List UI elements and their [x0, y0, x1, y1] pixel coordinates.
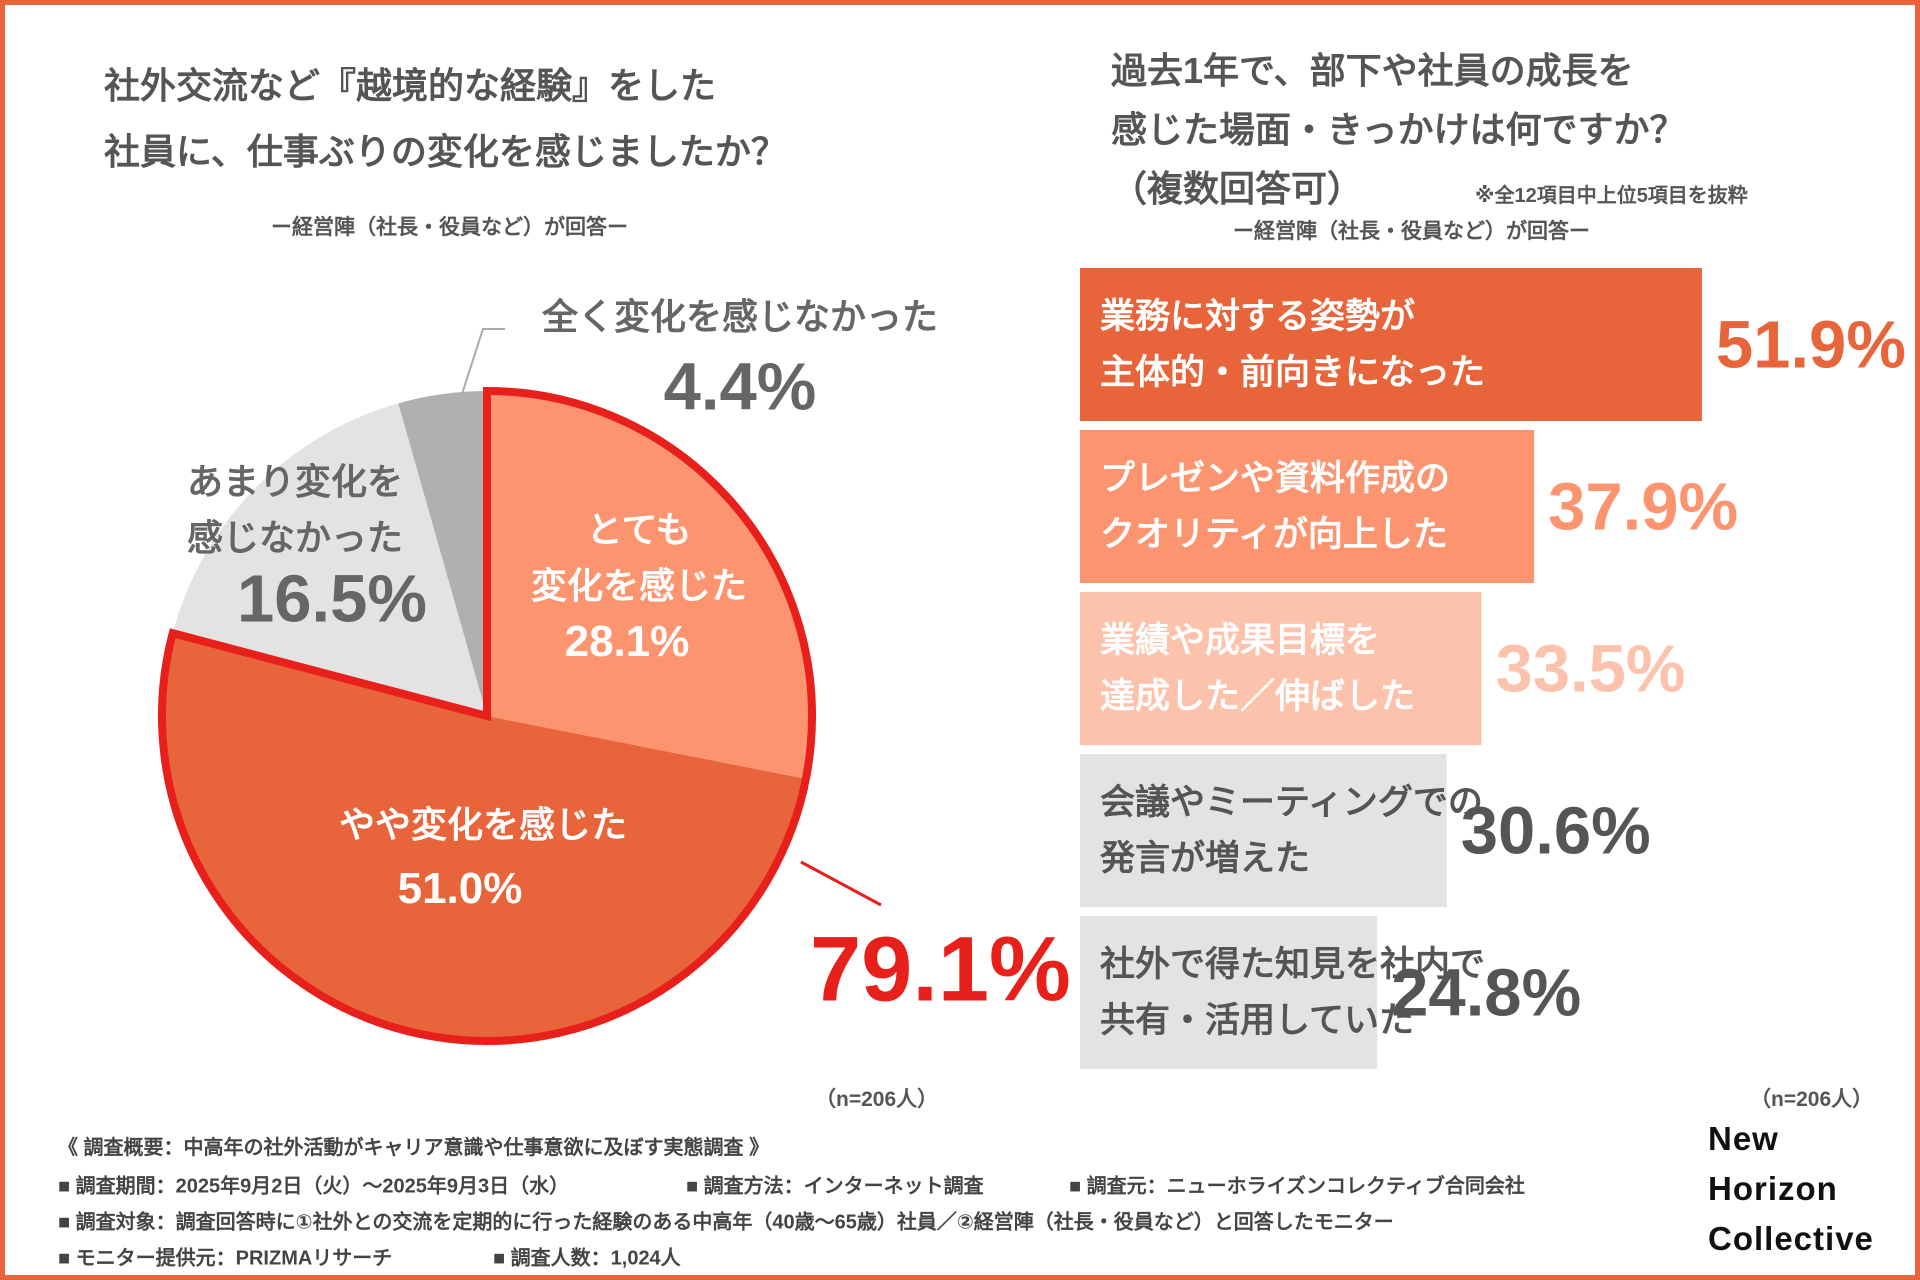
bar-n: （n=206人）	[1750, 1088, 1874, 1111]
bar-label: 会議やミーティングでの 発言が増えた	[1100, 782, 1483, 878]
bar-label: 業績や成果目標を 達成した／伸ばした	[1100, 620, 1416, 716]
footer-item: ■ 調査対象：調査回答時に①社外との交流を定期的に行った経験のある中高年（40歳…	[58, 1211, 1394, 1234]
pie-slice	[398, 391, 487, 716]
bar-title: 過去1年で、部下や社員の成長を 感じた場面・きっかけは何ですか？ （複数回答可）	[1111, 50, 1686, 209]
bar-value-label: 33.5%	[1495, 631, 1686, 706]
pie-value-label: 51.0%	[397, 864, 523, 913]
pie-value-label: 4.4%	[663, 349, 817, 425]
highlight-label: 79.1%	[810, 918, 1071, 1021]
bar-label: 社外で得た知見を社内で 共有・活用していた	[1100, 944, 1486, 1040]
footer-item: ■ 調査方法：インターネット調査	[686, 1175, 984, 1198]
footer-item: ■ 調査期間：2025年9月2日（火）〜2025年9月3日（水）	[58, 1175, 570, 1198]
bar-value-label: 24.8%	[1391, 955, 1582, 1030]
pie-slice	[172, 403, 487, 716]
bar	[1080, 754, 1447, 907]
logo-text: Horizon	[1708, 1170, 1838, 1207]
pie-label: やや変化を感じた	[338, 804, 627, 845]
bar	[1080, 916, 1378, 1069]
pie-subtitle: ー経営陣（社長・役員など）が回答ー	[271, 216, 628, 239]
pie-highlight-outline	[158, 386, 816, 1045]
logo-text: Collective	[1708, 1220, 1874, 1257]
pie-label: あまり変化を 感じなかった	[186, 461, 403, 558]
pie-label: とても 変化を感じた	[530, 509, 747, 606]
bar-subtitle: ー経営陣（社長・役員など）が回答ー	[1233, 220, 1590, 243]
pie-title: 社外交流など『越境的な経験』をした 社員に、仕事ぶりの変化を感じましたか？	[104, 65, 787, 172]
bar	[1080, 268, 1702, 421]
pie-slice	[487, 391, 812, 779]
bar-value-label: 51.9%	[1715, 307, 1906, 382]
pie-n: （n=206人）	[815, 1088, 939, 1111]
footer-item: ■ 調査人数：1,024人	[493, 1247, 681, 1270]
label-leader	[461, 328, 505, 395]
pie-slice	[162, 633, 806, 1041]
bar	[1080, 430, 1535, 583]
bar-value-label: 37.9%	[1548, 469, 1739, 544]
bar-label: 業務に対する姿勢が 主体的・前向きになった	[1100, 296, 1486, 392]
pie-value-label: 28.1%	[564, 617, 690, 666]
logo-text: New	[1708, 1120, 1779, 1157]
footer-heading: 《 調査概要：中高年の社外活動がキャリア意識や仕事意欲に及ぼす実態調査 》	[58, 1137, 770, 1159]
bar-note: ※全12項目中上位5項目を抜粋	[1475, 185, 1748, 207]
footer-item: ■ モニター提供元：PRIZMAリサーチ	[58, 1247, 393, 1270]
highlight-leader	[800, 860, 882, 907]
footer-item: ■ 調査元：ニューホライズンコレクティブ合同会社	[1069, 1175, 1525, 1198]
bar-label: プレゼンや資料作成の クオリティが向上した	[1100, 458, 1451, 554]
bar	[1080, 592, 1482, 745]
bar-value-label: 30.6%	[1460, 793, 1651, 868]
pie-label: 全く変化を感じなかった	[541, 296, 938, 337]
chart-canvas	[158, 268, 1702, 1069]
pie-value-label: 16.5%	[237, 561, 427, 637]
